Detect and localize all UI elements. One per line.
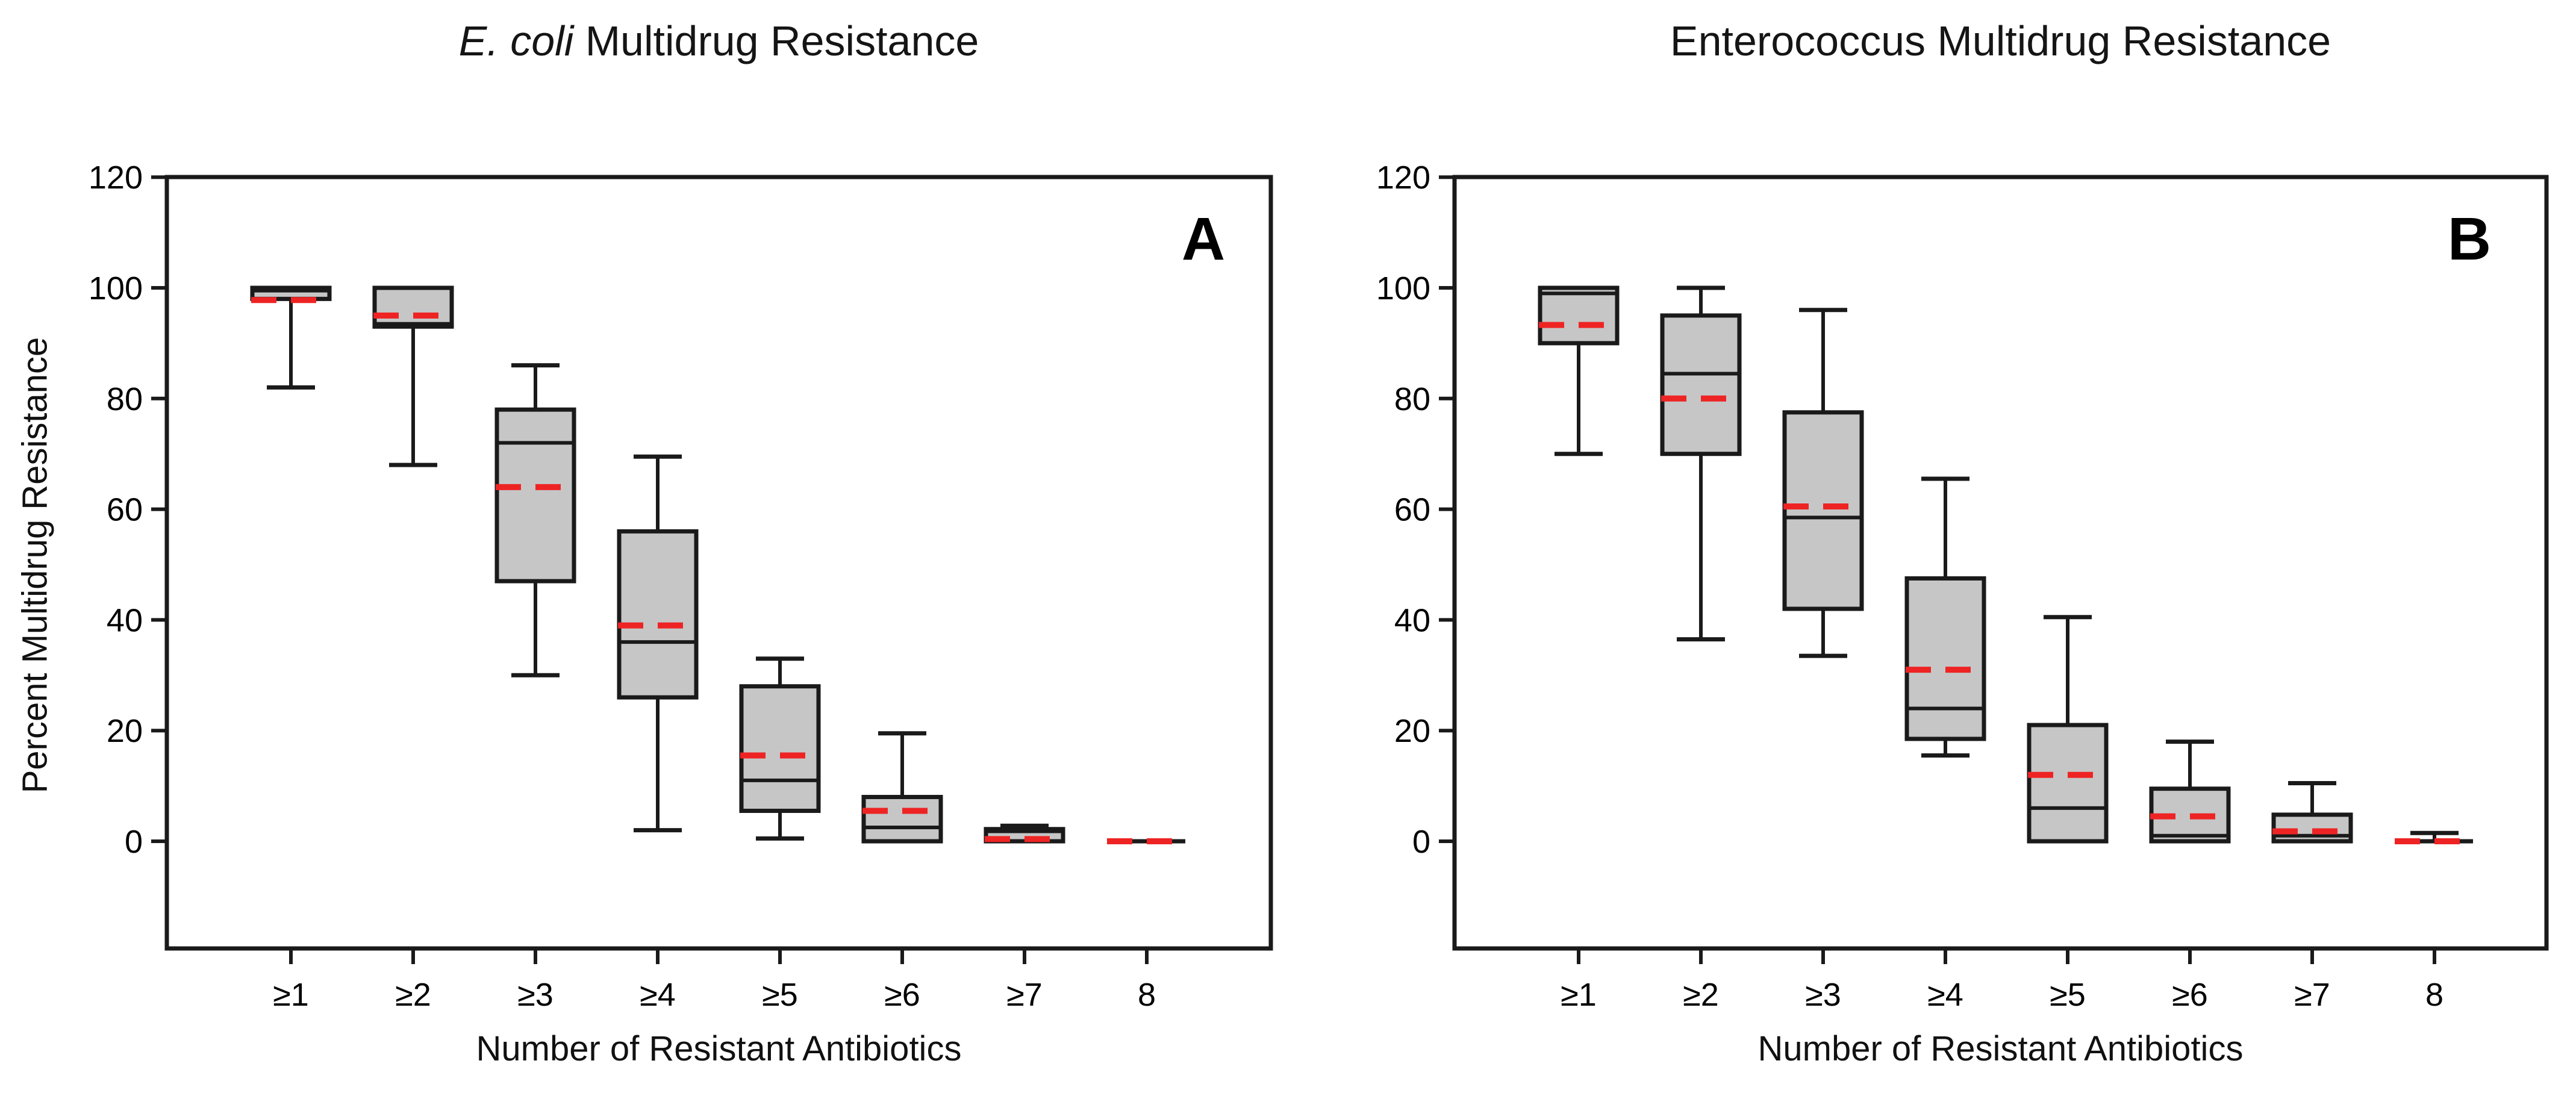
panel-b-title-rest: Enterococcus Multidrug Resistance [1670,17,2331,64]
svg-text:0: 0 [125,824,143,860]
svg-text:8: 8 [2425,977,2443,1013]
box-group-b-≥1: ≥1 [1538,285,1620,1013]
box-rect [372,285,454,329]
box-rect [2027,723,2109,844]
box-group-a-≥7: ≥7 [984,823,1065,1013]
box-group-b-≥7: ≥7 [2271,781,2353,1013]
svg-text:≥4: ≥4 [1927,977,1963,1013]
svg-text:40: 40 [107,602,143,638]
svg-text:≥7: ≥7 [2294,977,2330,1013]
svg-text:≥7: ≥7 [1006,977,1043,1013]
svg-text:≥5: ≥5 [2050,977,2086,1013]
box-group-b-≥2: ≥2 [1660,285,1742,1013]
box-group-a-≥4: ≥4 [617,454,699,1013]
yaxis-title: Percent Multidrug Resistance [15,337,55,794]
box-group-a-≥3: ≥3 [494,363,576,1013]
panel-a-label: A [1181,205,1226,273]
panel-a: 0 20 40 60 80 100 120 ≥1 ≥2 ≥3 ≥4 ≥5 ≥6 ≥7 8 [89,160,1273,1013]
svg-text:≥2: ≥2 [1683,977,1719,1013]
svg-text:≥1: ≥1 [1561,977,1597,1013]
svg-text:≥4: ≥4 [640,977,676,1013]
box-group-a-≥6: ≥6 [861,731,943,1013]
svg-text:20: 20 [107,713,143,749]
y-axis-ticks: 0 20 40 60 80 100 120 [89,160,167,860]
svg-text:≥3: ≥3 [517,977,554,1013]
svg-text:≥5: ≥5 [762,977,798,1013]
box-group-a-8: 8 [1107,838,1187,1013]
svg-text:≥6: ≥6 [2172,977,2208,1013]
box-rect [1538,285,1620,346]
svg-text:≥1: ≥1 [273,977,309,1013]
box-group-a-≥1: ≥1 [250,285,332,1013]
svg-text:120: 120 [89,160,143,196]
svg-text:60: 60 [1394,492,1430,528]
svg-text:100: 100 [1376,270,1430,307]
y-axis-ticks: 0 20 40 60 80 100 120 [1376,160,1455,860]
box-group-b-≥4: ≥4 [1904,476,1986,1013]
box-group-b-≥5: ≥5 [2027,615,2109,1013]
box-rect [739,684,821,813]
svg-text:100: 100 [89,270,143,307]
panel-a-title: E. coli Multidrug Resistance [167,16,1271,66]
box-group-b-≥3: ≥3 [1782,308,1864,1013]
panel-a-xaxis-title: Number of Resistant Antibiotics [476,1029,962,1068]
svg-text:≥2: ≥2 [395,977,431,1013]
svg-text:40: 40 [1394,602,1430,638]
box-rect [617,529,699,700]
panel-b-title: Enterococcus Multidrug Resistance [1455,16,2546,66]
box-rect [494,407,576,584]
panel-b-label: B [2447,205,2492,273]
panel-b-xaxis-title: Number of Resistant Antibiotics [1757,1029,2244,1068]
svg-text:≥3: ≥3 [1805,977,1841,1013]
box-rect [1904,576,1986,741]
box-group-a-≥5: ≥5 [739,656,821,1013]
svg-text:8: 8 [1138,977,1156,1013]
box-group-b-≥6: ≥6 [2149,739,2231,1013]
svg-text:80: 80 [1394,381,1430,417]
svg-text:≥6: ≥6 [884,977,920,1013]
panel-b: 0 20 40 60 80 100 120 ≥1 ≥2 ≥3 ≥4 ≥5 ≥6 ≥7 8 [1376,160,2549,1013]
svg-text:0: 0 [1412,824,1430,860]
svg-text:20: 20 [1394,713,1430,749]
plot-frame [1452,175,2549,951]
box-group-a-≥2: ≥2 [372,285,454,1013]
svg-text:60: 60 [107,492,143,528]
box-rect [1782,410,1864,611]
plot-frame [164,175,1273,951]
panel-a-title-italic: E. coli [458,17,574,64]
svg-text:120: 120 [1376,160,1430,196]
box-group-b-8: 8 [2395,830,2474,1013]
panel-a-title-rest: Multidrug Resistance [573,17,979,64]
box-rect [1660,313,1742,456]
box-rect [861,794,943,844]
svg-text:80: 80 [107,381,143,417]
